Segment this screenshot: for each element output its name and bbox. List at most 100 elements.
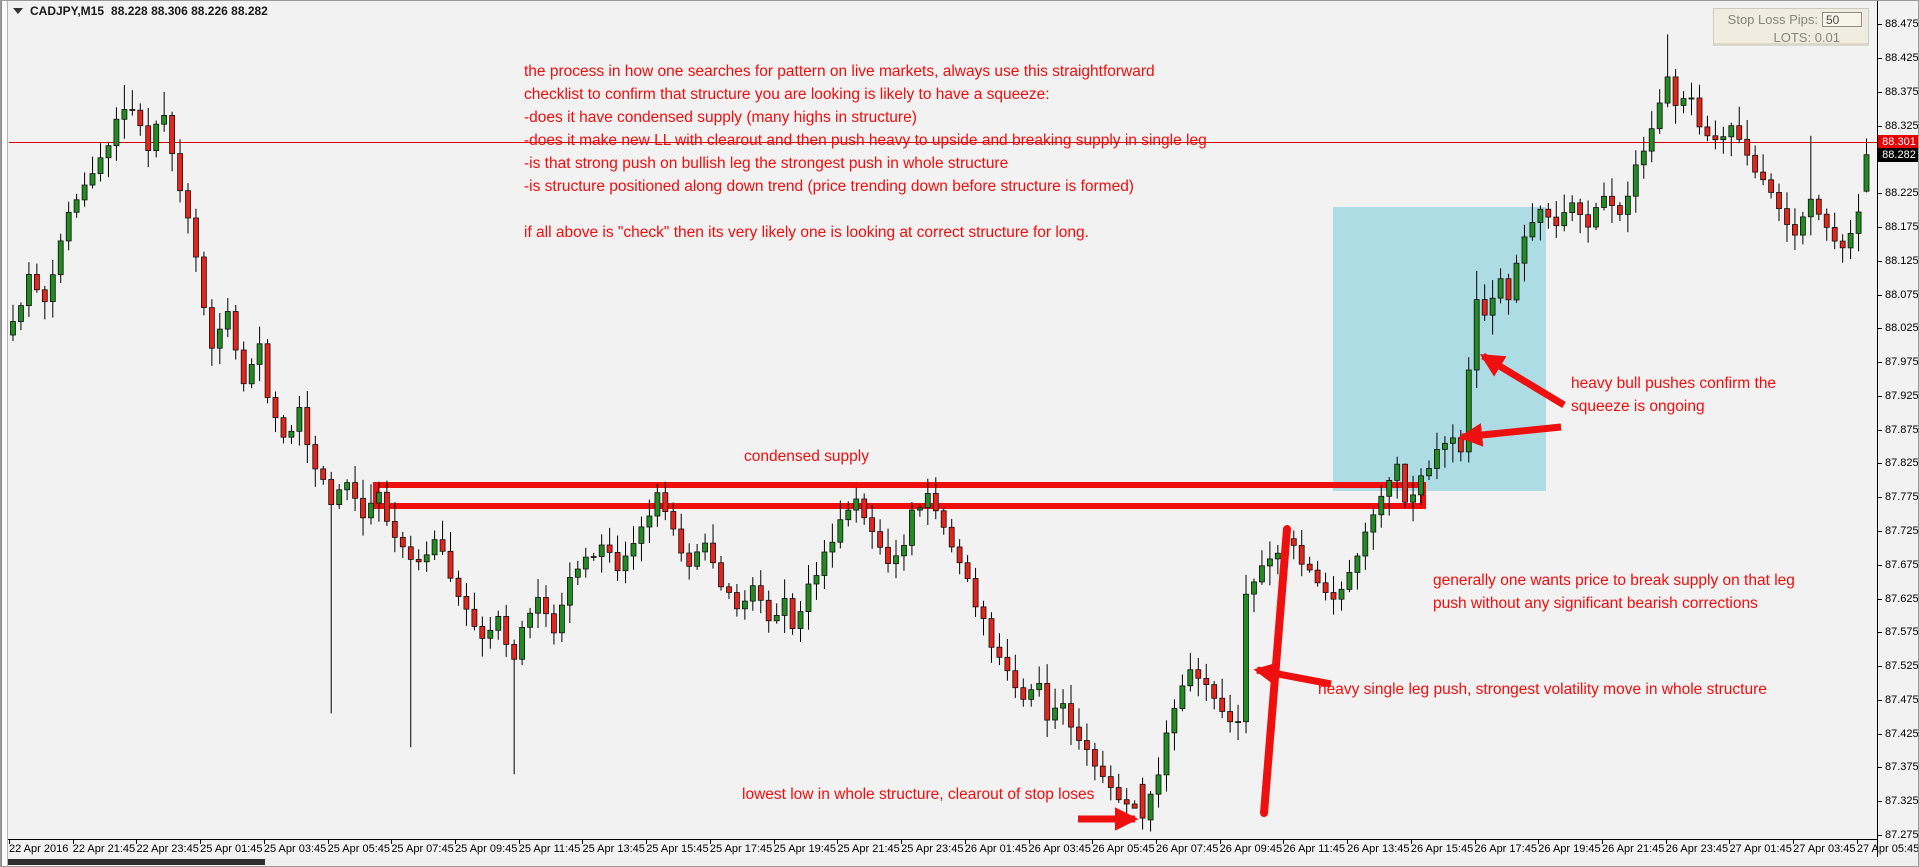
candle-body xyxy=(1076,726,1082,741)
stop-loss-pips-input[interactable] xyxy=(1822,12,1862,27)
candle-body xyxy=(909,509,915,546)
candle-body xyxy=(1259,565,1265,583)
candle-body xyxy=(988,618,995,648)
candle-body xyxy=(710,542,716,564)
time-tick xyxy=(837,839,839,844)
candle-body xyxy=(81,184,88,201)
ask-price-badge: 88.301 xyxy=(1878,134,1918,149)
candle-body xyxy=(304,407,311,446)
price-tick xyxy=(1877,733,1882,735)
time-tick xyxy=(518,839,520,844)
candle-body xyxy=(726,586,732,593)
candle-body xyxy=(1386,479,1393,497)
time-tick-label: 26 Apr 13:45 xyxy=(1347,843,1410,855)
time-tick-label: 25 Apr 05:45 xyxy=(327,843,390,855)
candle-body xyxy=(861,498,868,519)
candle-body xyxy=(885,546,891,564)
candle-body xyxy=(662,492,669,513)
candle-body xyxy=(932,492,939,512)
candle-body xyxy=(1123,799,1130,805)
candle-body xyxy=(1322,582,1329,593)
time-tick xyxy=(1538,839,1540,844)
candle-body xyxy=(383,491,390,522)
candle-body xyxy=(638,526,645,544)
candle-body xyxy=(1529,222,1536,238)
candle-body xyxy=(399,537,406,548)
candle-body xyxy=(1473,299,1480,371)
candle-body xyxy=(718,562,724,588)
candle-body xyxy=(789,598,796,630)
price-tick xyxy=(1877,497,1882,499)
time-tick-label: 26 Apr 17:45 xyxy=(1474,843,1537,855)
candle-body xyxy=(487,629,494,639)
candle-body xyxy=(439,539,446,552)
candle-body xyxy=(431,539,438,556)
candle-body xyxy=(1728,125,1735,138)
lots-value: 0.01 xyxy=(1814,30,1840,45)
time-axis-line xyxy=(1,839,1878,840)
time-tick xyxy=(1219,839,1221,844)
candle-body xyxy=(1545,208,1552,218)
price-tick xyxy=(1877,58,1882,60)
candle-body xyxy=(169,115,176,155)
chevron-down-icon[interactable] xyxy=(13,8,23,14)
candle-body xyxy=(1227,711,1233,723)
candle-body xyxy=(1235,721,1241,723)
chart-title: CADJPY,M15 88.228 88.306 88.226 88.282 xyxy=(13,4,268,18)
candle-body xyxy=(1426,468,1432,477)
candle-body xyxy=(1036,683,1043,691)
candle-body xyxy=(495,616,502,631)
candle-body xyxy=(272,397,279,419)
price-tick-label: 87.775 xyxy=(1885,491,1919,504)
candle-body xyxy=(1672,76,1679,106)
price-tick-label: 88.225 xyxy=(1885,187,1919,200)
candle-body xyxy=(264,343,271,398)
price-tick xyxy=(1877,699,1882,701)
time-tick-label: 22 Apr 21:45 xyxy=(72,843,136,855)
candle-body xyxy=(1354,555,1361,573)
price-tick xyxy=(1877,24,1882,26)
candle-body xyxy=(49,274,56,303)
h-scrollbar-thumb[interactable] xyxy=(3,859,265,865)
time-tick xyxy=(1347,839,1349,844)
candle-body xyxy=(1593,207,1599,228)
candle-body xyxy=(1243,593,1249,723)
h-scrollbar[interactable] xyxy=(1,857,1918,866)
stop-loss-pips-label: Stop Loss Pips: xyxy=(1727,12,1818,27)
candle-body xyxy=(97,157,104,175)
price-tick-label: 87.375 xyxy=(1885,761,1919,774)
candle-body xyxy=(654,492,661,517)
time-tick-label: 26 Apr 03:45 xyxy=(1028,843,1091,855)
candle-body xyxy=(153,123,160,151)
candle-body xyxy=(1155,774,1162,795)
candle-body xyxy=(193,217,199,258)
candle-body xyxy=(773,615,780,622)
candle-body xyxy=(829,541,836,553)
candle-body xyxy=(41,289,48,303)
candle-body xyxy=(1505,278,1512,301)
candle-body xyxy=(1513,262,1520,301)
time-tick-label: 25 Apr 07:45 xyxy=(391,843,454,855)
candle-body xyxy=(1632,164,1639,197)
candle-body xyxy=(1060,703,1066,709)
candle-body xyxy=(25,273,32,306)
time-tick-label: 26 Apr 23:45 xyxy=(1665,843,1729,855)
time-tick-label: 25 Apr 11:45 xyxy=(518,843,581,855)
annotation-break-supply: generally one wants price to break suppl… xyxy=(1433,572,1795,612)
candle-body xyxy=(1052,707,1058,721)
price-tick xyxy=(1877,530,1882,532)
time-tick-label: 25 Apr 13:45 xyxy=(582,843,645,855)
price-tick-label: 87.975 xyxy=(1885,356,1919,369)
candle-body xyxy=(57,240,64,276)
price-tick-label: 88.325 xyxy=(1885,119,1919,132)
candle-body xyxy=(1855,211,1862,234)
candle-body xyxy=(1577,202,1583,216)
time-tick-label: 22 Apr 23:45 xyxy=(136,843,199,855)
candle-body xyxy=(543,597,549,615)
annotation-heavy-bull-pushes: heavy bull pushes confirm the squeeze is… xyxy=(1571,375,1777,415)
candle-body xyxy=(805,583,812,613)
candle-body xyxy=(614,552,621,572)
candle-body xyxy=(1831,226,1838,242)
candle-body xyxy=(232,311,239,351)
